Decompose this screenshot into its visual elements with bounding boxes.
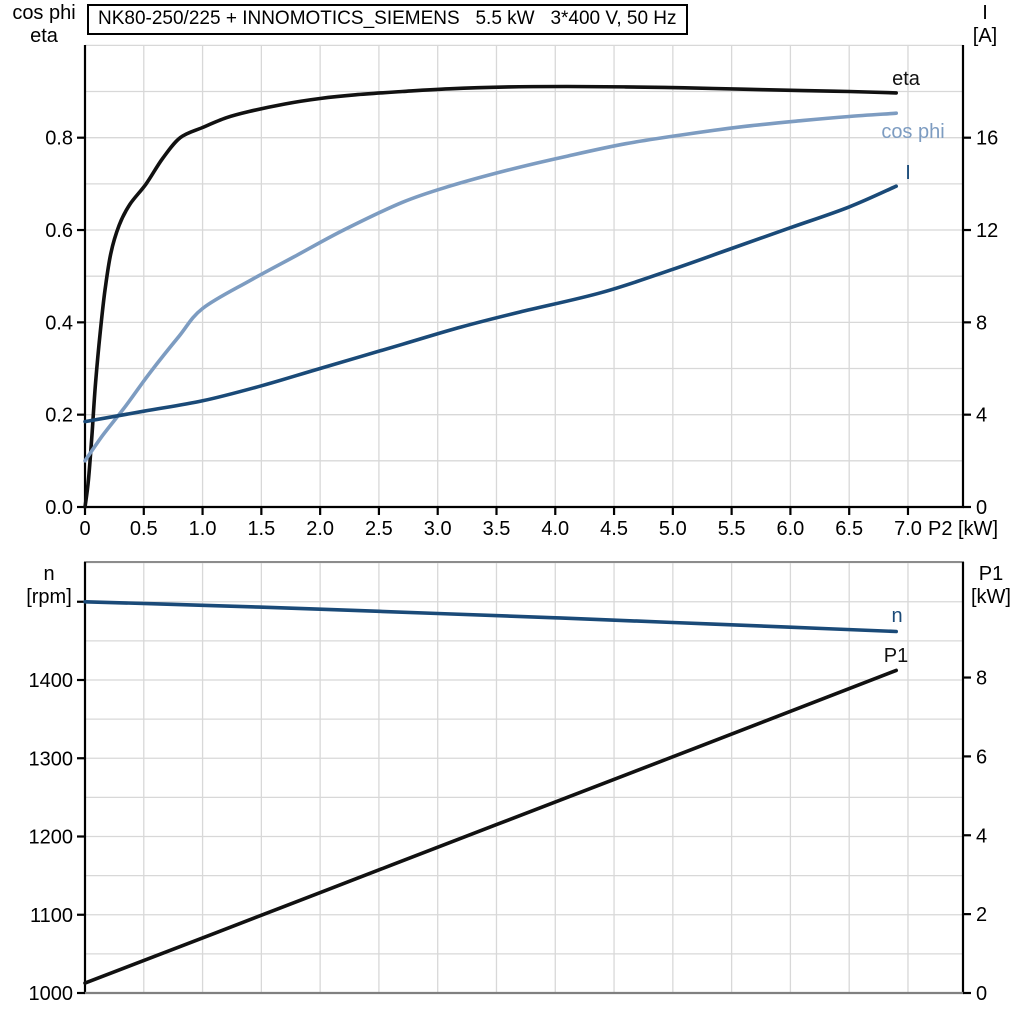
bottom-left-axis-title: n [rpm] (7, 563, 91, 609)
top-left-axis-title-line1: cos phi (12, 2, 76, 24)
left-tick-label: 1400 (29, 670, 74, 692)
top-left-axis-title-line2: eta (30, 25, 58, 47)
eta-curve (83, 84, 898, 509)
I-curve-label: I (905, 162, 911, 184)
right-tick-label: 0 (976, 983, 987, 1005)
x-tick-label: 3.5 (483, 518, 511, 540)
left-tick-label: 1200 (29, 827, 74, 849)
right-tick-label: 12 (976, 220, 998, 242)
bottom-left-axis-title-line1: n (43, 563, 55, 585)
right-tick-label: 6 (976, 746, 987, 768)
left-tick-label: 0.2 (45, 405, 73, 427)
x-tick-label: 5.0 (659, 518, 687, 540)
x-tick-label: 2.5 (365, 518, 393, 540)
top-right-axis-title-line2: [A] (972, 25, 998, 47)
right-tick-label: 8 (976, 312, 987, 334)
top-right-axis-title-line1: I (982, 2, 988, 24)
cos phi-curve (83, 111, 898, 463)
top-left-axis-title: cos phi eta (2, 2, 86, 48)
bottom-left-axis-title-line2: [rpm] (26, 586, 72, 608)
x-tick-label: 0.5 (130, 518, 158, 540)
left-tick-label: 0.0 (45, 497, 73, 519)
x-tick-label: 0 (79, 518, 90, 540)
I-curve (83, 184, 898, 424)
left-tick-label: 1000 (29, 983, 74, 1005)
x-tick-label: 4.5 (600, 518, 628, 540)
P1-curve (83, 668, 898, 985)
left-tick-label: 0.6 (45, 220, 73, 242)
eta-curve-label: eta (892, 68, 921, 90)
left-tick-label: 1100 (30, 905, 73, 927)
x-tick-label: 5.5 (718, 518, 746, 540)
right-tick-label: 0 (976, 497, 987, 519)
bottom-right-axis-title-line2: [kW] (971, 586, 1011, 608)
x-tick-label: 1.0 (189, 518, 217, 540)
x-tick-label: 7.0 (894, 518, 922, 540)
bottom-right-axis-title-line1: P1 (978, 563, 1004, 585)
right-tick-label: 16 (976, 128, 998, 150)
n-curve-label: n (891, 605, 902, 627)
bottom-chart: 1000 1100 1200 1300 1400 0 2 4 6 8 n P1 (29, 561, 987, 1005)
n-curve (83, 600, 898, 634)
chart-title: NK80-250/225 + INNOMOTICS_SIEMENS 5.5 kW… (87, 4, 688, 35)
P1-curve-label: P1 (884, 645, 908, 667)
left-tick-label: 1300 (29, 748, 74, 770)
top-chart: 0.0 0.2 0.4 0.6 0.8 0 4 8 12 16 0 0.5 1.0 1.5 2.0 2.5 3.… (45, 44, 998, 540)
x-tick-label: 3.0 (424, 518, 452, 540)
right-tick-label: 4 (976, 825, 987, 847)
x-axis-unit-label: P2 [kW] (928, 518, 998, 540)
left-tick-label: 0.4 (45, 312, 73, 334)
x-tick-label: 2.0 (306, 518, 334, 540)
x-tick-label: 4.0 (541, 518, 569, 540)
x-tick-label: 6.5 (835, 518, 863, 540)
cos phi-curve-label: cos phi (881, 121, 944, 143)
right-tick-label: 4 (976, 405, 987, 427)
left-tick-label: 0.8 (45, 128, 73, 150)
x-tick-label: 6.0 (777, 518, 805, 540)
right-tick-label: 8 (976, 668, 987, 690)
right-tick-label: 2 (976, 904, 987, 926)
top-right-axis-title: I [A] (955, 2, 1015, 48)
x-tick-label: 1.5 (247, 518, 275, 540)
bottom-right-axis-title: P1 [kW] (960, 563, 1022, 609)
